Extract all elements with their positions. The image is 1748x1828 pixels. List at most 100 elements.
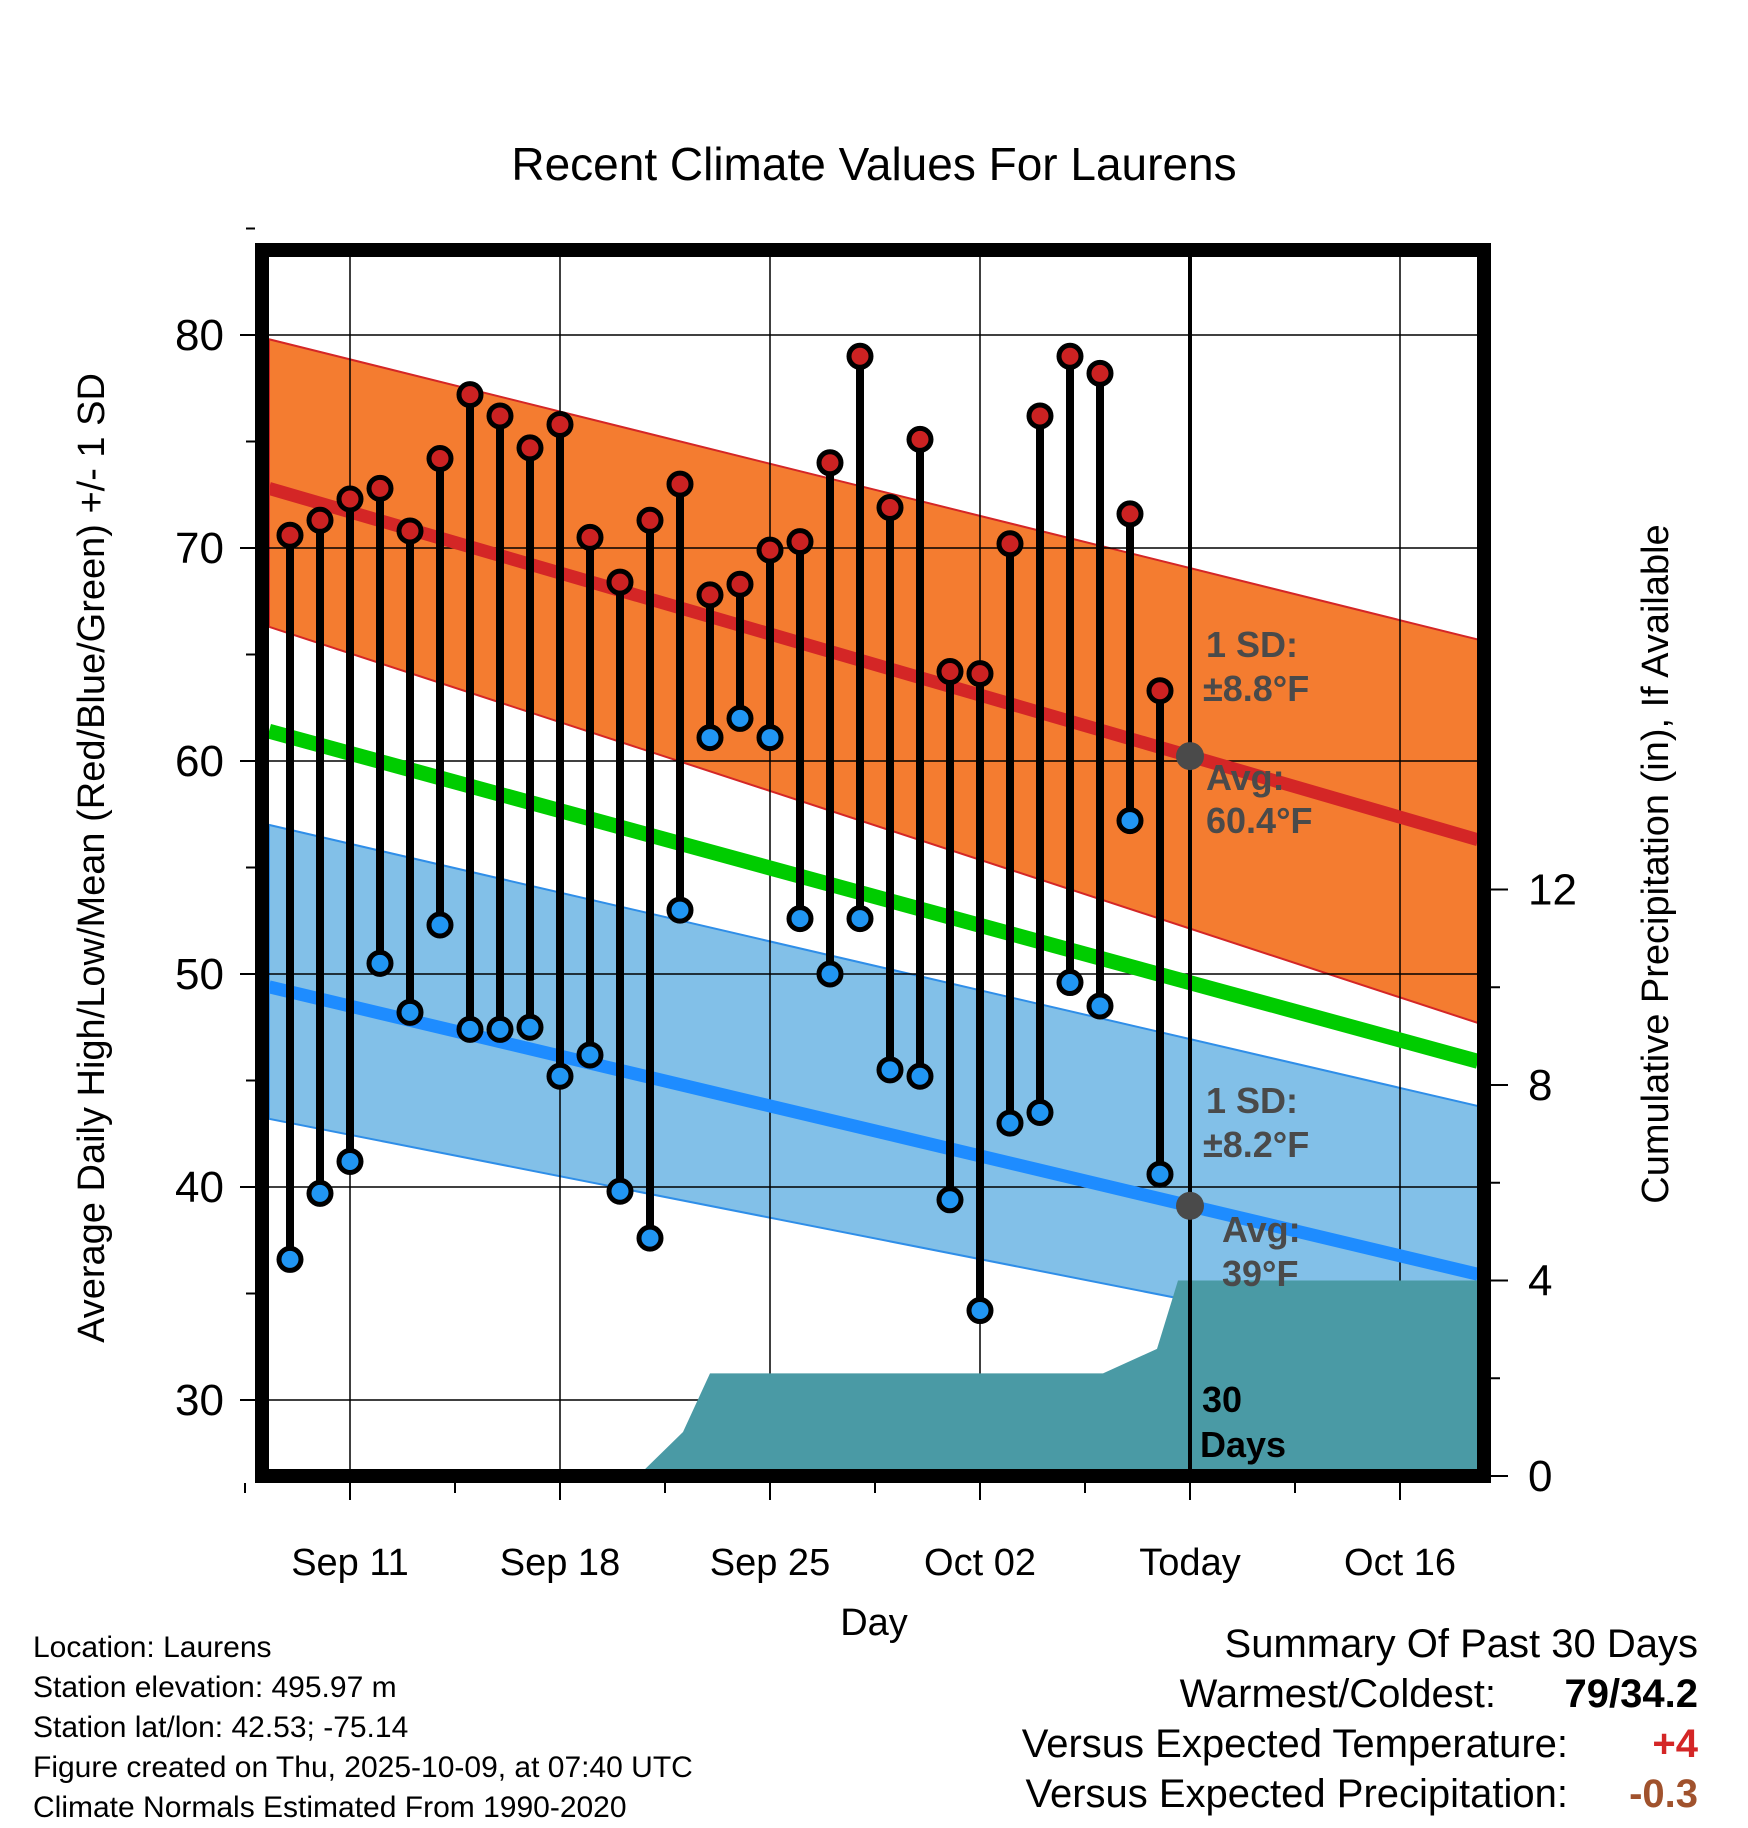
daily-high-point — [1026, 402, 1054, 430]
daily-high-point — [816, 449, 844, 477]
daily-high-point — [786, 528, 814, 556]
chart-title: Recent Climate Values For Laurens — [511, 138, 1236, 190]
summary-title: Summary Of Past 30 Days — [1224, 1622, 1698, 1666]
y-tick-label: 70 — [175, 524, 224, 573]
precip-vs-expected-label: Versus Expected Precipitation: — [1025, 1772, 1568, 1816]
daily-low-point — [996, 1109, 1024, 1137]
warm-cold-value: 79/34.2 — [1564, 1672, 1698, 1716]
daily-low-point — [666, 896, 694, 924]
daily-low-point — [1146, 1160, 1174, 1188]
daily-high-point — [336, 485, 364, 513]
daily-high-point — [846, 342, 874, 370]
daily-high-point — [636, 506, 664, 534]
temp-vs-expected-value: +4 — [1652, 1722, 1698, 1766]
period-unit: Days — [1200, 1424, 1286, 1465]
daily-high-point — [546, 410, 574, 438]
daily-high-point — [996, 530, 1024, 558]
high-avg-label: Avg: — [1206, 757, 1285, 798]
daily-low-point — [816, 960, 844, 988]
daily-low-point — [636, 1224, 664, 1252]
y-tick-label: 30 — [175, 1376, 224, 1425]
daily-high-point — [696, 581, 724, 609]
daily-low-point — [516, 1013, 544, 1041]
x-axis-label: Day — [840, 1602, 908, 1644]
created-text: Figure created on Thu, 2025-10-09, at 07… — [33, 1751, 693, 1784]
daily-high-point — [666, 470, 694, 498]
daily-low-point — [696, 724, 724, 752]
daily-low-point — [1056, 969, 1084, 997]
daily-high-point — [756, 536, 784, 564]
daily-high-point — [1086, 359, 1114, 387]
daily-high-point — [876, 494, 904, 522]
x-tick-label: Sep 18 — [500, 1542, 620, 1584]
plot-frame — [255, 243, 1491, 1483]
y2-tick-label: 4 — [1528, 1257, 1552, 1306]
daily-high-point — [426, 445, 454, 473]
daily-high-point — [1116, 500, 1144, 528]
y2-tick-label: 12 — [1528, 866, 1577, 915]
precip-vs-expected-value: -0.3 — [1629, 1772, 1698, 1816]
temp-vs-expected-label: Versus Expected Temperature: — [1021, 1722, 1568, 1766]
x-tick-label: Today — [1139, 1542, 1240, 1584]
high-avg-point — [1176, 742, 1204, 771]
y2-axis-label: Cumulative Precipitation (in), If Availa… — [1635, 524, 1677, 1203]
daily-low-point — [966, 1297, 994, 1325]
y-tick-label: 40 — [175, 1163, 224, 1212]
daily-low-point — [576, 1041, 604, 1069]
daily-low-point — [336, 1147, 364, 1175]
low-avg-value: 39°F — [1222, 1253, 1298, 1294]
latlon-text: Station lat/lon: 42.53; -75.14 — [33, 1711, 409, 1744]
x-tick-label: Sep 25 — [710, 1542, 830, 1584]
low-avg-label: Avg: — [1222, 1209, 1301, 1250]
y-tick-label: 60 — [175, 737, 224, 786]
daily-high-point — [726, 570, 754, 598]
y2-tick-label: 8 — [1528, 1061, 1552, 1110]
daily-high-point — [606, 568, 634, 596]
low-avg-point — [1176, 1191, 1204, 1220]
high-sd-label: 1 SD: — [1206, 624, 1298, 665]
x-tick-label: Sep 11 — [291, 1542, 409, 1584]
daily-low-point — [906, 1062, 934, 1090]
daily-low-point — [606, 1177, 634, 1205]
daily-low-point — [876, 1056, 904, 1084]
daily-low-point — [726, 704, 754, 732]
location-text: Location: Laurens — [33, 1631, 272, 1664]
daily-low-point — [306, 1179, 334, 1207]
daily-high-point — [906, 425, 934, 453]
daily-high-point — [486, 402, 514, 430]
daily-high-point — [1146, 677, 1174, 705]
daily-low-point — [846, 905, 874, 933]
daily-low-point — [486, 1015, 514, 1043]
plot-content — [262, 250, 1484, 1476]
high-sd-value: ±8.8°F — [1203, 668, 1309, 709]
daily-high-point — [516, 434, 544, 462]
warm-cold-label: Warmest/Coldest: — [1179, 1672, 1496, 1716]
daily-low-point — [936, 1186, 964, 1214]
daily-high-point — [366, 474, 394, 502]
daily-high-point — [966, 660, 994, 688]
daily-low-point — [786, 905, 814, 933]
daily-high-point — [936, 658, 964, 686]
period-number: 30 — [1202, 1379, 1242, 1420]
daily-high-point — [306, 506, 334, 534]
daily-low-point — [1026, 1098, 1054, 1126]
y2-tick-label: 0 — [1528, 1452, 1552, 1501]
daily-high-point — [396, 517, 424, 545]
x-tick-label: Oct 02 — [924, 1542, 1036, 1584]
y-tick-label: 50 — [175, 950, 224, 999]
daily-low-point — [366, 949, 394, 977]
low-sd-label: 1 SD: — [1206, 1080, 1298, 1121]
daily-low-point — [756, 724, 784, 752]
y-axis-label: Average Daily High/Low/Mean (Red/Blue/Gr… — [71, 373, 113, 1343]
x-tick-label: Oct 16 — [1344, 1542, 1456, 1584]
low-sd-value: ±8.2°F — [1203, 1124, 1309, 1165]
y-tick-label: 80 — [175, 311, 224, 360]
daily-high-point — [576, 523, 604, 551]
normals-text: Climate Normals Estimated From 1990-2020 — [33, 1791, 627, 1824]
daily-high-point — [276, 521, 304, 549]
high-avg-value: 60.4°F — [1206, 800, 1312, 841]
daily-low-point — [546, 1062, 574, 1090]
elevation-text: Station elevation: 495.97 m — [33, 1671, 397, 1704]
daily-low-point — [426, 911, 454, 939]
